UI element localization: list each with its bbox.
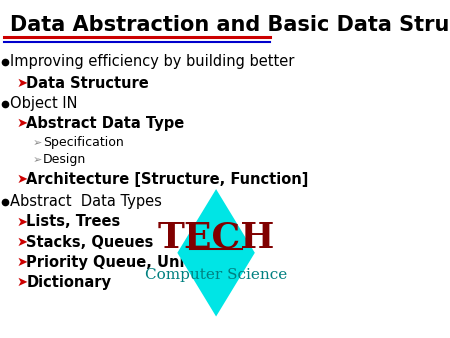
Text: Computer Science: Computer Science [145,268,287,282]
Text: ➤: ➤ [16,256,27,269]
Text: Stacks, Queues: Stacks, Queues [27,235,154,249]
Text: Lists, Trees: Lists, Trees [27,215,121,230]
Text: Data Abstraction and Basic Data Structures: Data Abstraction and Basic Data Structur… [9,15,450,35]
Text: Abstract  Data Types: Abstract Data Types [9,194,162,209]
Text: Object IN: Object IN [9,96,77,111]
Polygon shape [177,189,255,316]
Text: ➤: ➤ [16,236,27,248]
Text: Architecture [Structure, Function]: Architecture [Structure, Function] [27,172,309,187]
Text: Priority Queue, Union-Find: Priority Queue, Union-Find [27,255,248,270]
Text: ➢: ➢ [33,138,42,148]
Text: ➤: ➤ [16,276,27,289]
Text: ➤: ➤ [16,215,27,228]
Text: Dictionary: Dictionary [27,275,112,290]
Text: ➢: ➢ [33,154,42,165]
Text: Improving efficiency by building better: Improving efficiency by building better [9,54,294,69]
Text: ➤: ➤ [16,173,27,186]
Text: Data Structure: Data Structure [27,76,149,91]
Text: ➤: ➤ [16,117,27,130]
Text: Design: Design [43,153,86,166]
Text: Specification: Specification [43,136,123,149]
Text: Abstract Data Type: Abstract Data Type [27,116,184,131]
Text: ➤: ➤ [16,77,27,90]
Text: TECH: TECH [158,221,275,255]
